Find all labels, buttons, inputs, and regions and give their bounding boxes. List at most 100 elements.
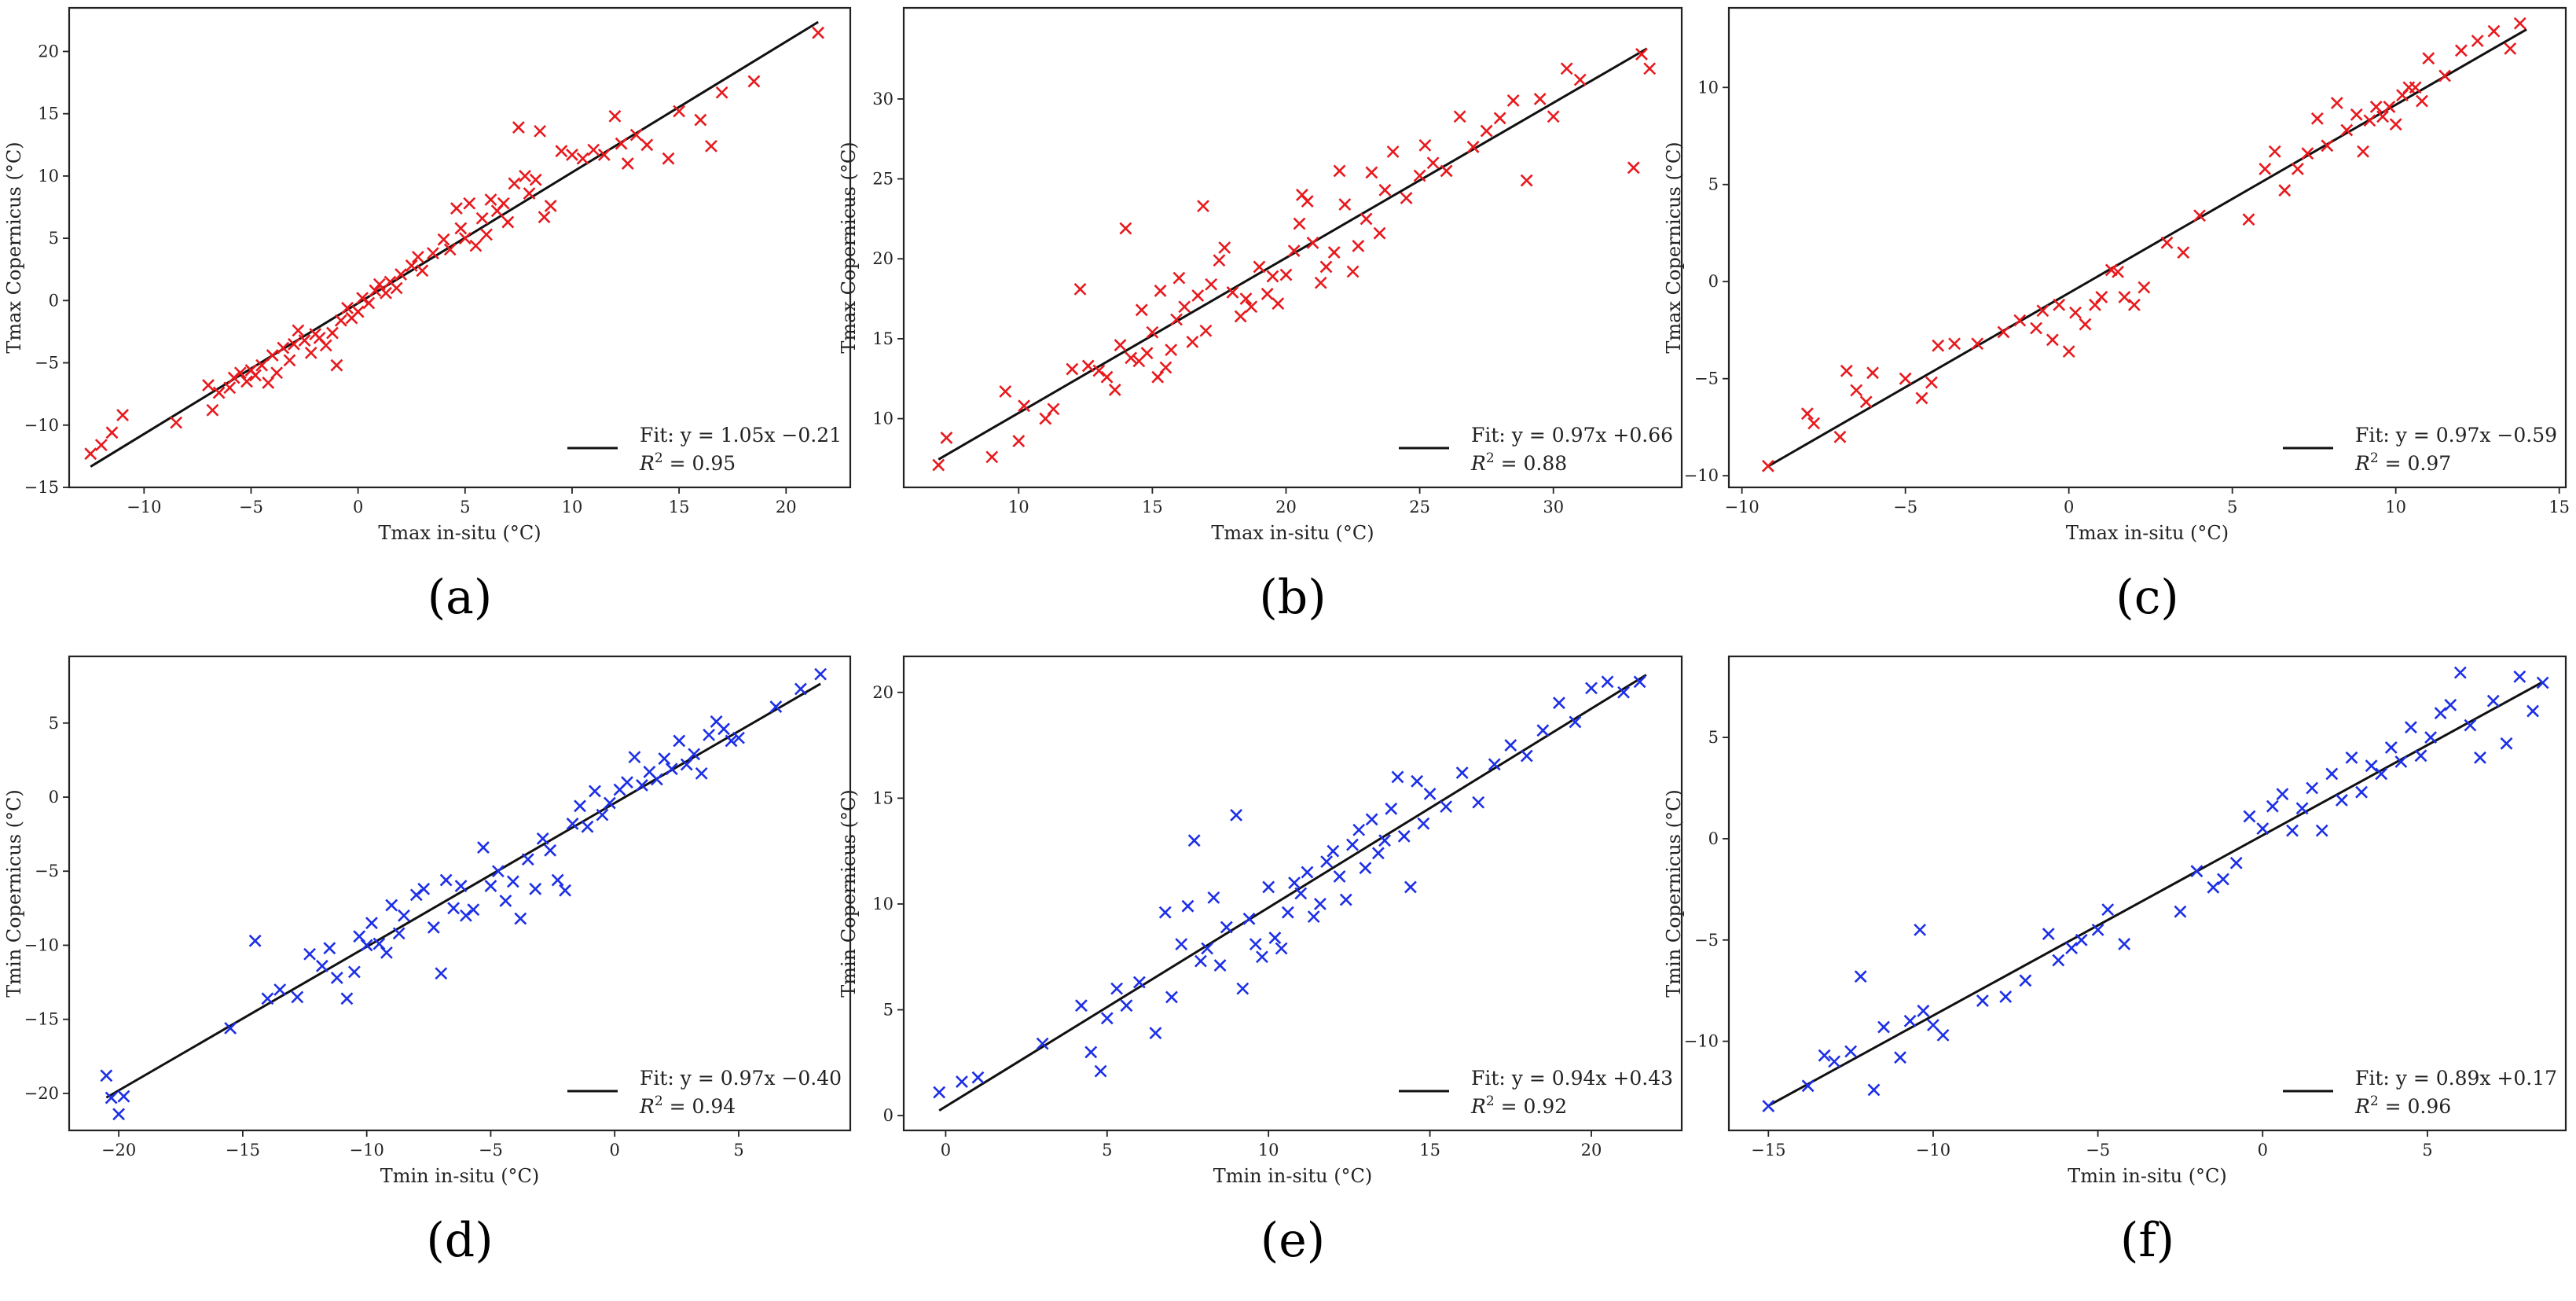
data-point (405, 259, 418, 272)
data-point (2438, 69, 2451, 83)
data-point (390, 281, 403, 295)
chart-panel-1: −10 −5 0 5 10 15 20 −15 −10 −5 0 5 10 15 20 Tmax in-sit… (3, 6, 852, 625)
y-tick-label: −15 (24, 478, 59, 497)
legend-r2-text: R2 = 0.95 (639, 450, 736, 475)
panel-label: (f) (2120, 1213, 2174, 1268)
data-point (794, 682, 807, 696)
data-point (705, 139, 717, 153)
data-point (1288, 877, 1301, 889)
data-point (1850, 384, 1863, 397)
data-point (1165, 990, 1178, 1004)
data-point (2487, 24, 2501, 38)
data-point (1833, 430, 1847, 443)
data-point (248, 934, 262, 947)
data-point (458, 232, 472, 245)
data-point (1859, 395, 1873, 409)
data-point (477, 841, 490, 854)
y-tick-label: 15 (872, 329, 894, 348)
data-point (971, 1071, 985, 1084)
data-point (555, 145, 568, 158)
data-point (2127, 298, 2141, 311)
data-point (362, 296, 376, 310)
y-tick-label: 10 (1697, 78, 1719, 97)
data-point (1213, 254, 1226, 267)
y-tick-label: −10 (24, 935, 59, 954)
data-point (369, 284, 382, 297)
data-point (2306, 781, 2319, 795)
data-point (2160, 236, 2174, 249)
data-point (2504, 42, 2517, 55)
legend-fit-text: Fit: y = 0.97x −0.59 (2355, 424, 2557, 447)
data-point (559, 884, 572, 897)
data-point (1453, 110, 1466, 123)
x-axis-label: Tmax in-situ (°C) (2066, 522, 2229, 544)
data-point (2513, 670, 2526, 683)
data-point (1894, 1051, 1906, 1064)
data-point (283, 354, 296, 367)
data-point (2278, 184, 2292, 197)
data-point (574, 799, 586, 813)
data-point (1186, 336, 1199, 348)
data-point (544, 200, 557, 212)
data-point (84, 447, 97, 461)
y-tick-label: −10 (1684, 1032, 1719, 1051)
y-tick-label: 5 (1708, 728, 1719, 747)
data-point (1201, 942, 1214, 955)
data-point (2091, 923, 2104, 936)
data-point (1801, 1079, 1815, 1093)
data-point (1643, 62, 1657, 75)
y-axis-label: Tmin Copernicus (°C) (1663, 789, 1685, 997)
data-point (1520, 174, 1533, 187)
data-point (615, 137, 628, 150)
data-point (2207, 880, 2220, 894)
data-point (2118, 291, 2131, 303)
data-point (100, 1069, 113, 1082)
x-tick-label: 20 (1275, 498, 1297, 516)
data-point (2286, 824, 2299, 837)
data-point (2256, 822, 2270, 835)
panel-label: (a) (427, 570, 493, 625)
plot-frame (902, 6, 1683, 489)
data-point (1585, 682, 1598, 695)
data-point (1236, 982, 1249, 995)
x-tick-label: 10 (1008, 498, 1029, 516)
data-point (385, 899, 398, 912)
y-tick-label: 0 (1708, 272, 1719, 291)
data-point (1268, 932, 1282, 944)
data-point (411, 250, 424, 263)
x-tick-label: −5 (239, 498, 263, 516)
data-point (270, 366, 284, 380)
data-point (1279, 268, 1293, 281)
data-point (2365, 759, 2378, 773)
data-point (1039, 412, 1052, 425)
panel-label: (b) (1259, 570, 1326, 625)
legend-fit-text: Fit: y = 0.97x +0.66 (1471, 424, 1673, 447)
data-point (416, 264, 429, 277)
x-tick-label: 15 (1142, 498, 1163, 516)
data-point (1100, 1012, 1114, 1025)
data-point (499, 895, 512, 907)
data-point (933, 1086, 946, 1099)
panel-label: (d) (426, 1213, 493, 1268)
data-point (394, 268, 408, 281)
fit-line (1767, 28, 2527, 468)
x-axis-label: Tmax in-situ (°C) (378, 522, 541, 544)
data-point (1504, 739, 1517, 752)
data-point (1866, 366, 1879, 380)
data-point (2036, 304, 2049, 318)
data-point (1175, 938, 1188, 951)
data-point (1385, 802, 1398, 815)
data-point (224, 1022, 237, 1035)
data-point (680, 758, 693, 771)
data-point (2177, 246, 2190, 259)
data-point (1320, 855, 1334, 869)
data-point (273, 983, 287, 996)
data-point (2376, 110, 2389, 123)
y-tick-label: 0 (49, 291, 59, 310)
data-point (1828, 1055, 1841, 1068)
y-tick-label: −5 (1694, 931, 1719, 950)
x-tick-label: 5 (2227, 498, 2237, 516)
data-point (576, 152, 589, 165)
data-point (2042, 928, 2055, 940)
data-point (725, 734, 738, 748)
